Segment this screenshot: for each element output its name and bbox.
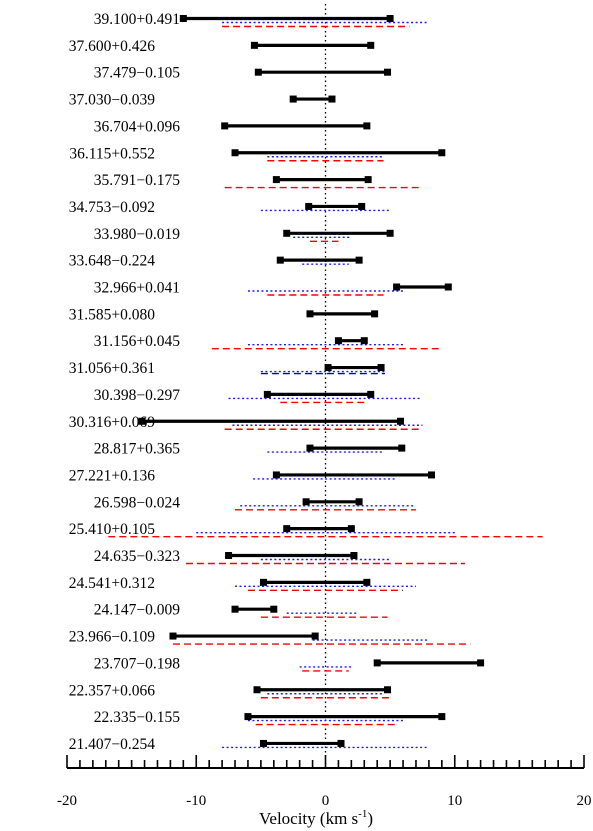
source-label: 25.410+0.105 — [69, 521, 155, 538]
source-label: 39.100+0.491 — [94, 11, 180, 28]
range-end-marker — [438, 713, 446, 721]
range-end-marker — [253, 686, 261, 694]
range-end-marker — [334, 337, 342, 345]
x-tick-label: -20 — [57, 793, 77, 809]
source-label: 28.817+0.365 — [94, 441, 180, 458]
range-end-marker — [225, 552, 233, 559]
range-end-marker — [221, 122, 229, 130]
range-end-marker — [444, 283, 452, 291]
source-labels: 39.100+0.491 37.600+0.426 37.479−0.105 37.0… — [69, 11, 180, 753]
range-end-marker — [384, 68, 392, 76]
range-end-marker — [179, 15, 187, 22]
x-tick-label: 20 — [577, 793, 592, 809]
source-label: 23.707−0.198 — [94, 655, 180, 672]
source-label: 33.648−0.224 — [69, 253, 155, 270]
range-end-marker — [396, 417, 404, 425]
x-tick-label: 0 — [322, 793, 330, 809]
range-end-marker — [373, 659, 381, 667]
source-label: 22.357+0.066 — [69, 682, 155, 699]
range-end-marker — [384, 686, 392, 694]
x-axis-title: Velocity (km s-1) — [259, 808, 373, 828]
source-label: 35.791−0.175 — [94, 172, 180, 189]
range-end-marker — [324, 364, 332, 372]
range-end-marker — [477, 659, 485, 667]
range-end-marker — [350, 552, 358, 559]
range-end-marker — [386, 15, 394, 22]
range-end-marker — [427, 471, 435, 479]
range-end-marker — [283, 525, 291, 533]
source-label: 24.635−0.323 — [94, 548, 180, 565]
source-label: 37.479−0.105 — [94, 65, 180, 82]
source-label: 37.600+0.426 — [69, 38, 155, 55]
range-end-marker — [377, 364, 385, 372]
range-end-marker — [272, 471, 280, 479]
range-end-marker — [263, 390, 271, 398]
range-end-marker — [358, 202, 366, 210]
source-label: 26.598−0.024 — [94, 494, 180, 511]
range-end-marker — [355, 498, 363, 506]
x-tick-label: 10 — [447, 793, 462, 809]
plot-area — [108, 4, 543, 755]
range-end-marker — [250, 41, 258, 49]
range-end-marker — [355, 256, 363, 264]
range-end-marker — [371, 310, 379, 318]
source-label: 22.335−0.155 — [94, 709, 180, 726]
range-end-marker — [169, 632, 177, 640]
source-label: 36.115+0.552 — [69, 145, 155, 162]
source-label: 23.966−0.109 — [69, 629, 155, 646]
source-label: 37.030−0.039 — [69, 92, 155, 109]
source-label: 24.147−0.009 — [94, 602, 180, 619]
source-label: 36.704+0.096 — [94, 118, 180, 135]
source-label: 21.407−0.254 — [69, 736, 155, 753]
source-label: 30.398−0.297 — [94, 387, 180, 404]
range-end-marker — [438, 149, 446, 157]
range-end-marker — [386, 229, 394, 237]
range-end-marker — [398, 444, 406, 452]
source-label: 34.753−0.092 — [69, 199, 155, 216]
range-end-marker — [305, 202, 313, 210]
source-label: 27.221+0.136 — [69, 467, 155, 484]
source-label: 24.541+0.312 — [69, 575, 155, 592]
source-label: 32.966+0.041 — [94, 280, 180, 297]
range-end-marker — [254, 68, 262, 76]
range-end-marker — [283, 229, 291, 237]
range-end-marker — [363, 578, 371, 586]
range-end-marker — [363, 122, 371, 130]
range-end-marker — [138, 417, 146, 425]
range-end-marker — [289, 95, 297, 103]
range-end-marker — [337, 739, 345, 747]
range-end-marker — [328, 95, 336, 103]
range-end-marker — [259, 739, 267, 747]
range-end-marker — [231, 149, 239, 157]
x-axis: -20 -10 0 10 20 — [57, 755, 592, 809]
range-end-marker — [367, 390, 375, 398]
range-end-marker — [259, 578, 267, 586]
range-end-marker — [367, 41, 375, 49]
range-end-marker — [272, 176, 280, 184]
range-end-marker — [311, 632, 319, 640]
range-end-marker — [302, 498, 310, 506]
source-label: 31.585+0.080 — [69, 306, 155, 323]
range-end-marker — [393, 283, 401, 291]
source-label: 31.056+0.361 — [69, 360, 155, 377]
range-end-marker — [360, 337, 368, 345]
range-end-marker — [306, 310, 314, 318]
source-label: 30.316+0.069 — [69, 414, 155, 431]
range-end-marker — [306, 444, 314, 452]
range-end-marker — [276, 256, 284, 264]
range-end-marker — [244, 713, 252, 721]
source-label: 33.980−0.019 — [94, 226, 180, 243]
x-tick-label: -10 — [186, 793, 206, 809]
range-end-marker — [270, 605, 278, 613]
range-end-marker — [364, 176, 372, 184]
range-end-marker — [347, 525, 355, 533]
range-end-marker — [231, 605, 239, 613]
source-label: 31.156+0.045 — [94, 333, 180, 350]
